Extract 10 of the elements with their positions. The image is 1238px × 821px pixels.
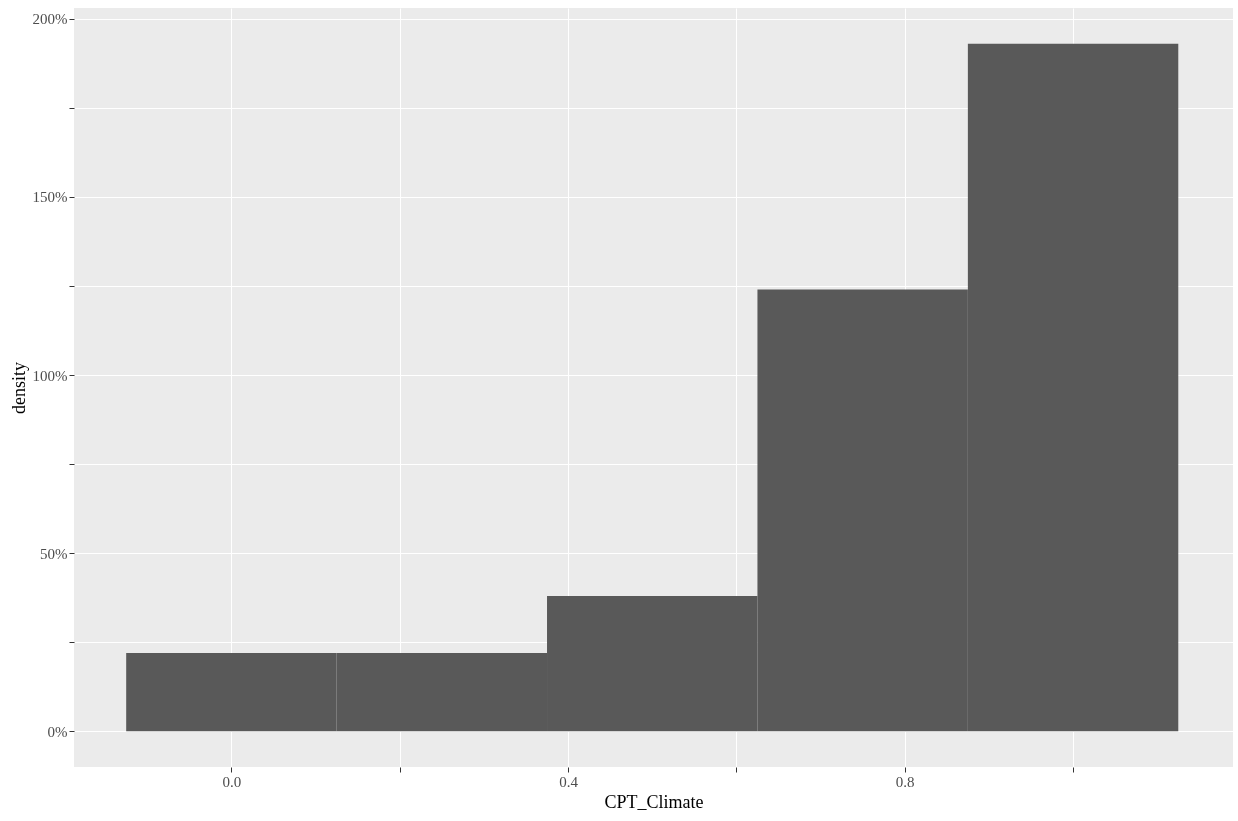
x-tick-label: 0.8 bbox=[895, 773, 915, 790]
y-axis-title: density bbox=[8, 362, 29, 414]
y-tick-label: 0% bbox=[47, 723, 68, 740]
y-tick-label: 50% bbox=[40, 545, 68, 562]
y-tick-label: 200% bbox=[32, 11, 68, 28]
y-tick-label: 150% bbox=[32, 189, 68, 206]
x-axis-title: CPT_Climate bbox=[604, 791, 704, 812]
y-tick-label: 100% bbox=[32, 367, 68, 384]
x-tick-label: 0.0 bbox=[222, 773, 242, 790]
x-tick-label: 0.4 bbox=[559, 773, 579, 790]
